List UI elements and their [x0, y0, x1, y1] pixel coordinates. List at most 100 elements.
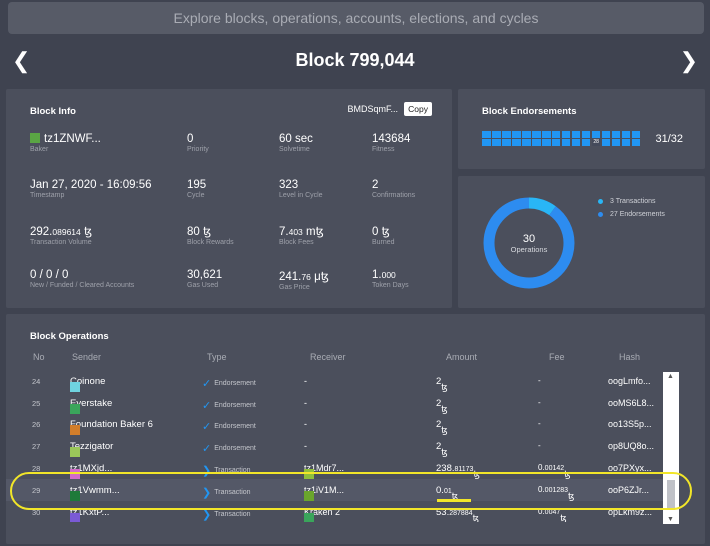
amount-value: 2 ꜩ	[436, 419, 448, 436]
operation-type: ❯ Transaction	[202, 486, 251, 499]
endorsement-slot[interactable]	[541, 139, 551, 147]
endorsement-slot[interactable]	[601, 131, 611, 138]
operation-hash-link[interactable]: ooP6ZJr...	[608, 484, 650, 495]
sender-link[interactable]: tz1KxtP...	[70, 507, 109, 522]
operation-hash-link[interactable]: op8UQ8o...	[608, 441, 655, 452]
block-info-title: Block Info	[30, 106, 76, 117]
col-header-receiver[interactable]: Receiver	[310, 352, 346, 362]
tez-icon: ꜩ	[568, 490, 575, 501]
endorsement-slot[interactable]	[631, 131, 641, 138]
endorsement-slot[interactable]	[521, 131, 531, 138]
baker-link[interactable]: tz1ZNWF...	[44, 133, 101, 145]
receiver-link: -	[304, 376, 307, 386]
col-header-sender[interactable]: Sender	[72, 352, 102, 362]
endorsement-slot[interactable]	[571, 131, 581, 138]
endorsement-slot[interactable]	[511, 139, 521, 147]
endorsement-slot[interactable]	[561, 131, 571, 138]
table-row[interactable]: 27 Tezzigator ✓ Endorsement - 2 ꜩ - op8UQ8o...	[6, 435, 676, 458]
endorsement-slot[interactable]	[531, 131, 541, 138]
receiver-avatar-icon	[304, 490, 314, 501]
baker-field: tz1ZNWF... Baker	[30, 133, 101, 153]
fee-value: -	[538, 419, 541, 429]
endorsement-slot[interactable]	[631, 139, 641, 147]
copy-button[interactable]: Copy	[404, 102, 432, 116]
endorsement-slot[interactable]	[581, 131, 591, 138]
amount-value: 2 ꜩ	[436, 397, 448, 414]
operations-summary-panel: 30 Operations 3 Transactions 27 Endorsem…	[458, 176, 705, 308]
tez-icon: ꜩ	[472, 513, 479, 522]
sender-link[interactable]: Tezzigator	[70, 441, 113, 458]
scroll-down-icon[interactable]: ▼	[667, 516, 674, 523]
cycle-value: 195	[187, 179, 207, 191]
endorsement-slot[interactable]	[611, 131, 621, 138]
sender-link[interactable]: Coinone	[70, 376, 105, 392]
solvetime-field: 60 sec Solvetime	[279, 133, 313, 153]
operation-hash-link[interactable]: oo13S5p...	[608, 419, 652, 430]
endorsement-slot[interactable]	[521, 139, 531, 147]
row-number: 30	[32, 508, 41, 518]
operation-hash-link[interactable]: oogLmfo...	[608, 376, 651, 386]
table-row[interactable]: 26 Foundation Baker 6 ✓ Endorsement - 2 ꜩ - oo1…	[6, 413, 676, 436]
endorsement-slot[interactable]	[531, 139, 541, 147]
endorsement-slot[interactable]	[511, 131, 521, 138]
table-row[interactable]: 25 Everstake ✓ Endorsement - 2 ꜩ - ooMS6L8...	[6, 392, 676, 414]
prev-block-chevron-left-icon[interactable]: ❮	[12, 48, 31, 73]
chevron-right-icon: ❯	[202, 464, 212, 477]
priority-label: Priority	[187, 146, 209, 153]
gas-used-label: Gas Used	[187, 282, 219, 289]
table-row[interactable]: 24 Coinone ✓ Endorsement - 2 ꜩ - oogLmfo...	[6, 370, 676, 392]
endorsement-slot[interactable]	[611, 139, 621, 147]
col-header-no[interactable]: No	[33, 352, 45, 362]
solvetime-value: 60 sec	[279, 133, 313, 145]
endorsement-slot[interactable]	[561, 139, 571, 147]
table-row[interactable]: 29 tz1Vwmm... ❯ Transaction tz1iV1M... 0.01 ꜩ…	[6, 478, 676, 501]
endorsement-slot[interactable]	[581, 139, 591, 147]
sender-avatar-icon	[70, 447, 80, 458]
sender-avatar-icon	[70, 382, 80, 392]
next-block-chevron-right-icon[interactable]: ❯	[679, 48, 698, 73]
sender-link[interactable]: tz1Vwmm...	[70, 485, 120, 501]
donut-slice-endorsements[interactable]	[483, 197, 575, 289]
baker-label: Baker	[30, 146, 49, 153]
operation-hash-link[interactable]: opLkm9z...	[608, 507, 653, 518]
endorsement-slot[interactable]	[601, 139, 611, 147]
endorsement-slot[interactable]	[491, 139, 501, 147]
endorsement-slot[interactable]	[551, 139, 561, 147]
timestamp-field: Jan 27, 2020 - 16:09:56 Timestamp	[30, 179, 152, 199]
tez-icon: ꜩ	[560, 513, 567, 522]
endorsement-slot[interactable]	[491, 131, 501, 138]
chevron-right-icon: ❯	[202, 509, 212, 522]
row-number: 26	[32, 420, 41, 430]
endorsement-slot[interactable]	[571, 139, 581, 147]
endorsement-slot[interactable]	[482, 131, 491, 138]
endorsement-slot[interactable]	[551, 131, 561, 138]
endorsement-slot[interactable]	[541, 131, 551, 138]
endorsement-slot[interactable]	[621, 131, 631, 138]
endorsement-slot[interactable]	[501, 131, 511, 138]
operation-hash-link[interactable]: oo7PXyx...	[608, 462, 652, 473]
tez-icon: ꜩ	[441, 382, 448, 392]
receiver-link[interactable]: tz1iV1M...	[304, 485, 344, 501]
row-number: 29	[32, 485, 41, 495]
col-header-amount[interactable]: Amount	[446, 352, 478, 362]
table-row[interactable]: 30 tz1KxtP... ❯ Transaction Kraken 2 53.28788…	[6, 501, 676, 522]
endorsement-slot[interactable]	[591, 131, 601, 138]
endorsement-slot[interactable]	[482, 139, 491, 147]
endorsement-slot[interactable]	[621, 139, 631, 147]
receiver-link[interactable]: Kraken 2	[304, 507, 340, 522]
check-icon: ✓	[202, 378, 212, 390]
col-header-type[interactable]: Type	[207, 352, 227, 362]
search-input[interactable]: Explore blocks, operations, accounts, el…	[8, 2, 704, 34]
scroll-up-icon[interactable]: ▲	[667, 373, 674, 380]
endorsement-slot[interactable]	[501, 139, 511, 147]
sender-link[interactable]: Foundation Baker 6	[70, 419, 153, 436]
operation-type: ❯ Transaction	[202, 464, 251, 477]
sender-link[interactable]: Everstake	[70, 398, 112, 414]
block-fees-field: 7.403 mꜩ Block Fees	[279, 226, 324, 246]
col-header-fee[interactable]: Fee	[549, 352, 565, 362]
block-rewards-field: 80 ꜩ Block Rewards	[187, 226, 234, 246]
col-header-hash[interactable]: Hash	[619, 352, 641, 362]
operation-hash-link[interactable]: ooMS6L8...	[608, 397, 655, 408]
legend-dot-icon	[598, 199, 603, 204]
endorsement-slot-missing[interactable]: 28	[591, 139, 601, 147]
